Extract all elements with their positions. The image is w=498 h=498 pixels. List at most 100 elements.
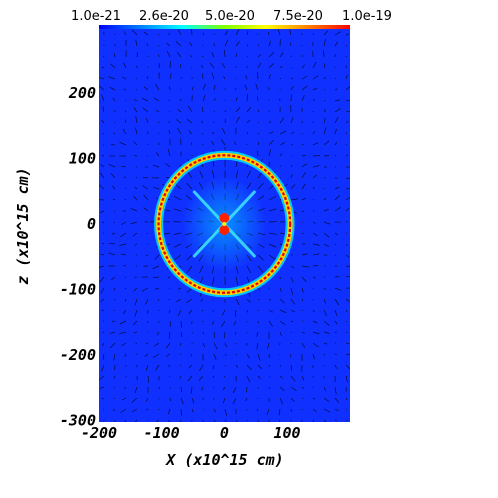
velocity-arrow	[179, 419, 182, 422]
velocity-arrow	[102, 342, 105, 347]
y-axis: -300 -200 -100 0 100 200	[60, 84, 96, 430]
velocity-arrow	[301, 232, 304, 234]
velocity-arrow	[213, 353, 217, 360]
y-axis-title: z (x10^15 cm)	[14, 167, 32, 284]
velocity-arrow	[112, 97, 116, 102]
velocity-arrow	[121, 221, 127, 226]
velocity-arrow	[279, 309, 287, 314]
velocity-arrow	[199, 265, 204, 274]
velocity-arrow	[199, 364, 204, 372]
velocity-arrow	[134, 386, 138, 394]
velocity-arrow	[279, 77, 282, 80]
velocity-arrow	[334, 320, 338, 325]
velocity-arrow	[268, 243, 277, 248]
velocity-arrow	[156, 419, 160, 422]
velocity-arrow	[157, 44, 160, 47]
velocity-arrow	[131, 408, 138, 413]
velocity-arrow	[176, 52, 182, 58]
velocity-arrow	[112, 408, 116, 412]
velocity-arrow	[112, 185, 116, 190]
velocity-arrow	[100, 210, 105, 214]
velocity-arrow	[235, 29, 240, 36]
velocity-arrow	[152, 265, 160, 270]
velocity-arrow	[168, 408, 171, 415]
velocity-arrow	[113, 132, 116, 135]
velocity-arrow	[267, 31, 270, 36]
colorbar-tick-label: 2.6e-20	[139, 9, 189, 24]
velocity-arrow	[180, 320, 182, 328]
velocity-arrow	[279, 52, 284, 58]
velocity-arrow	[323, 408, 331, 413]
velocity-arrow	[173, 232, 182, 235]
velocity-arrow	[191, 397, 195, 404]
velocity-arrow	[164, 162, 171, 168]
velocity-arrow	[133, 99, 138, 102]
velocity-arrow	[224, 39, 229, 47]
y-tick-label: -100	[60, 281, 96, 299]
velocity-arrow	[213, 331, 215, 339]
velocity-arrow	[213, 386, 215, 389]
velocity-arrow	[235, 170, 239, 179]
velocity-arrow	[323, 397, 330, 402]
velocity-arrow	[255, 83, 259, 91]
velocity-arrow	[301, 133, 303, 135]
velocity-arrow	[345, 408, 348, 410]
velocity-arrow	[301, 265, 309, 268]
velocity-arrow	[257, 353, 261, 361]
velocity-arrow	[345, 331, 348, 334]
velocity-arrow	[312, 253, 320, 256]
velocity-arrow	[268, 320, 273, 327]
velocity-arrow	[124, 298, 127, 302]
velocity-arrow	[213, 98, 216, 102]
velocity-arrow	[334, 88, 338, 91]
velocity-arrow	[224, 30, 228, 36]
velocity-arrow	[312, 142, 319, 146]
velocity-arrow	[125, 110, 127, 113]
velocity-arrow	[110, 173, 116, 179]
velocity-arrow	[179, 375, 182, 379]
velocity-arrow	[290, 397, 295, 402]
x-axis-title: X (x10^15 cm)	[164, 451, 283, 469]
velocity-arrow	[257, 141, 260, 146]
velocity-arrow	[113, 52, 116, 58]
velocity-arrow	[136, 52, 138, 58]
velocity-arrow	[301, 298, 304, 302]
velocity-arrow	[122, 62, 127, 69]
velocity-arrow	[109, 87, 116, 91]
velocity-arrow	[224, 118, 226, 124]
velocity-arrow	[168, 33, 171, 36]
velocity-arrow	[234, 331, 237, 335]
velocity-arrow	[278, 408, 281, 416]
velocity-arrow	[268, 51, 275, 58]
velocity-arrow	[312, 276, 316, 279]
velocity-arrow	[345, 99, 350, 102]
velocity-arrow	[257, 109, 260, 113]
source-lobe-lower	[219, 225, 230, 235]
velocity-arrow	[257, 298, 260, 301]
velocity-arrow	[301, 154, 306, 157]
velocity-arrow	[165, 177, 171, 179]
velocity-arrow	[186, 118, 193, 124]
velocity-arrow	[112, 198, 116, 201]
velocity-arrow	[145, 397, 149, 402]
velocity-arrow	[169, 86, 171, 91]
velocity-arrow	[312, 287, 314, 290]
velocity-arrow	[323, 155, 330, 157]
velocity-arrow	[257, 375, 261, 379]
velocity-arrow	[168, 99, 171, 102]
velocity-arrow	[147, 143, 149, 146]
colorbar-tick-label: 1.0e-21	[71, 9, 121, 24]
velocity-arrow	[290, 77, 294, 80]
velocity-arrow	[257, 44, 260, 47]
velocity-arrow	[155, 152, 160, 157]
velocity-arrow	[323, 30, 329, 36]
velocity-arrow	[169, 61, 171, 69]
velocity-arrow	[102, 243, 105, 245]
velocity-arrow	[121, 166, 127, 168]
velocity-arrow	[323, 331, 330, 334]
velocity-arrow	[173, 195, 182, 201]
velocity-arrow	[345, 375, 348, 383]
velocity-arrow	[246, 119, 251, 124]
velocity-arrow	[135, 342, 138, 344]
velocity-arrow	[155, 110, 160, 113]
